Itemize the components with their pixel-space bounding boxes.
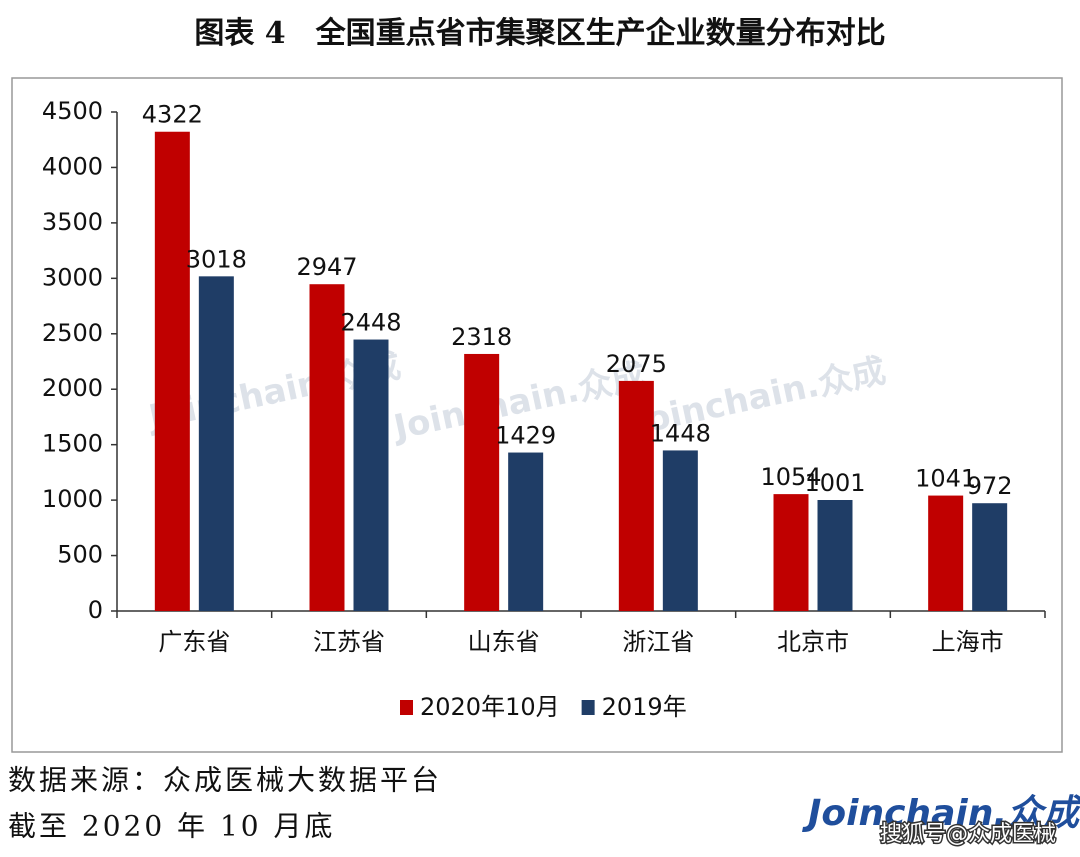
bar	[928, 495, 964, 611]
chart-title: 图表 4 全国重点省市集聚区生产企业数量分布对比	[194, 16, 885, 51]
value-label: 1054	[760, 463, 821, 491]
legend-label: 2020年10月	[420, 693, 560, 721]
value-label: 2448	[340, 309, 401, 337]
x-tick-label: 江苏省	[313, 628, 385, 656]
y-tick-label: 3500	[42, 208, 103, 236]
x-tick-label: 山东省	[468, 628, 540, 656]
x-tick-label: 上海市	[932, 628, 1004, 656]
bar	[198, 276, 234, 611]
value-label: 4322	[142, 101, 203, 129]
x-tick-label: 北京市	[777, 628, 849, 656]
value-label: 1429	[495, 422, 556, 450]
x-tick-label: 浙江省	[622, 628, 694, 656]
value-label: 2947	[296, 253, 357, 281]
y-tick-label: 0	[88, 596, 103, 624]
platform-tag: 搜狐号@众成医械	[880, 822, 1056, 847]
value-label: 1448	[650, 419, 711, 447]
y-tick-label: 2500	[42, 319, 103, 347]
bar	[154, 131, 190, 611]
y-tick-label: 3000	[42, 263, 103, 291]
value-label: 3018	[186, 245, 247, 273]
y-tick-label: 4500	[42, 97, 103, 125]
bar	[773, 494, 809, 611]
x-tick-label: 广东省	[158, 628, 230, 656]
value-label: 1041	[915, 465, 976, 493]
bar	[353, 339, 389, 611]
legend-label: 2019年	[602, 693, 687, 721]
y-tick-label: 1500	[42, 430, 103, 458]
bar	[618, 380, 654, 611]
y-tick-label: 500	[57, 541, 103, 569]
bar	[817, 500, 853, 611]
logo: Joinchain.众成	[802, 793, 1080, 834]
bar	[662, 450, 698, 611]
y-tick-label: 2000	[42, 374, 103, 402]
y-tick-label: 1000	[42, 485, 103, 513]
value-label: 2318	[451, 323, 512, 351]
source-note: 数据来源：众成医械大数据平台	[8, 764, 442, 797]
date-note: 截至 2020 年 10 月底	[8, 810, 336, 843]
chart-frame	[11, 77, 1063, 753]
bar	[972, 503, 1008, 611]
y-tick-label: 4000	[42, 152, 103, 180]
value-label: 2075	[606, 350, 667, 378]
value-label: 972	[967, 472, 1013, 500]
bar	[464, 353, 500, 611]
legend-swatch	[400, 700, 413, 715]
bar	[508, 452, 544, 611]
legend-swatch	[581, 700, 595, 715]
bar	[309, 284, 345, 611]
value-label: 1001	[804, 469, 865, 497]
